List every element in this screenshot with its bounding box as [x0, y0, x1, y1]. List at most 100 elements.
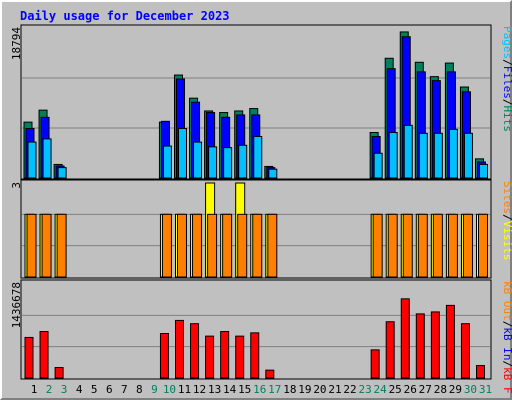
pages-bar-day-30 — [463, 132, 473, 179]
kbf-bar-day-1 — [24, 336, 34, 379]
pages-bar-day-31 — [479, 163, 488, 179]
x-label-day-20: 20 — [313, 383, 326, 396]
kbf-bar-day-14 — [220, 331, 230, 379]
x-label-day-10: 10 — [163, 383, 176, 396]
kbf-bar-day-30 — [460, 323, 470, 379]
x-label-day-16: 16 — [253, 383, 266, 396]
sites-bar-day-27 — [417, 213, 428, 278]
x-label-day-5: 5 — [91, 383, 98, 396]
kbytes-ymax-label: 1436678 — [10, 282, 23, 328]
x-label-day-26: 26 — [404, 383, 417, 396]
legend-kbin: kB In — [501, 327, 512, 360]
sites-bar-day-16 — [252, 213, 263, 278]
x-label-day-28: 28 — [434, 383, 447, 396]
sites-bar-day-14 — [222, 213, 233, 278]
x-axis-labels: 1 2 3 4 5 6 7 8 9 10 11 12 13 14 15 16 17 18 19 20 21 22 23 24 2… — [31, 383, 492, 396]
pages-bar-day-26 — [403, 124, 413, 179]
x-label-day-23: 23 — [358, 383, 371, 396]
kbf-bar-day-27 — [415, 313, 425, 379]
sites-bar-day-24 — [372, 213, 383, 278]
x-label-day-9: 9 — [151, 383, 158, 396]
visits-legend: Sites/Visits — [501, 181, 512, 261]
pages-bar-day-11 — [178, 128, 187, 179]
sites-bar-day-26 — [402, 213, 413, 278]
kbf-bar-day-15 — [235, 335, 245, 379]
pages-bar-day-24 — [373, 152, 383, 179]
x-label-day-15: 15 — [238, 383, 251, 396]
pages-bar-day-29 — [448, 128, 458, 179]
legend-files: Files — [501, 66, 512, 99]
hits-ymax-label: 18794 — [10, 27, 23, 60]
pages-bar-day-14 — [223, 147, 233, 179]
legend-kbf: kB F — [501, 367, 512, 394]
sites-bar-day-1 — [26, 213, 37, 278]
sites-bar-day-28 — [432, 213, 443, 278]
x-label-day-29: 29 — [449, 383, 462, 396]
kbf-bar-day-28 — [430, 311, 440, 379]
pages-bar-day-16 — [253, 135, 263, 179]
pages-bar-day-17 — [268, 168, 278, 179]
kbf-bar-day-29 — [445, 304, 455, 379]
x-label-day-25: 25 — [389, 383, 402, 396]
pages-bar-day-25 — [388, 132, 398, 179]
sites-bar-day-15 — [237, 213, 248, 278]
legend-sites: Sites — [501, 181, 512, 214]
x-label-day-11: 11 — [178, 383, 191, 396]
sites-bar-day-2 — [41, 213, 52, 278]
kbf-bar-day-11 — [175, 319, 184, 379]
sites-bar-day-13 — [207, 213, 218, 278]
sites-bar-day-29 — [447, 213, 458, 278]
pages-bar-day-15 — [238, 144, 248, 179]
sites-bar-day-11 — [177, 213, 187, 278]
x-label-day-3: 3 — [61, 383, 68, 396]
legend-kbout: kB Out — [501, 281, 512, 321]
x-label-day-19: 19 — [298, 383, 311, 396]
pages-bar-day-27 — [418, 132, 428, 179]
legend-visits: Visits — [501, 221, 512, 261]
pages-bar-day-13 — [208, 146, 218, 179]
sites-bar-day-25 — [387, 213, 398, 278]
pages-bar-day-28 — [433, 132, 443, 179]
pages-bar-day-1 — [27, 141, 37, 179]
legend-pages: Pages — [501, 26, 512, 59]
legend-hits: Hits — [501, 106, 512, 133]
pages-bar-day-10 — [162, 145, 172, 179]
sites-bar-day-31 — [478, 213, 488, 278]
kbf-bar-day-31 — [476, 365, 485, 379]
kbf-bar-day-10 — [159, 333, 169, 379]
sites-bar-day-17 — [267, 213, 278, 278]
visits-ymax-label: 3 — [10, 182, 23, 189]
sites-bar-day-10 — [161, 213, 172, 278]
x-label-day-1: 1 — [31, 383, 38, 396]
kbf-bar-day-24 — [370, 349, 380, 379]
kbf-bar-day-12 — [190, 323, 200, 379]
kbf-bar-day-13 — [205, 335, 215, 379]
x-label-day-8: 8 — [136, 383, 143, 396]
kbf-bar-day-26 — [400, 298, 410, 379]
x-label-day-4: 4 — [76, 383, 83, 396]
pages-bar-day-2 — [42, 138, 52, 179]
x-label-day-14: 14 — [223, 383, 237, 396]
sites-bar-day-3 — [56, 213, 67, 278]
kbf-bar-day-17 — [265, 369, 275, 379]
x-label-day-21: 21 — [328, 383, 341, 396]
x-label-day-30: 30 — [464, 383, 477, 396]
kbf-bar-day-16 — [250, 332, 260, 379]
kbf-bar-day-25 — [385, 321, 395, 379]
pages-bar-day-12 — [193, 141, 203, 179]
sites-bar-day-12 — [192, 213, 203, 278]
chart-title: Daily usage for December 2023 — [20, 9, 230, 23]
kbytes-legend: kB Out/kB In/kB F — [501, 281, 512, 394]
bars — [23, 31, 488, 379]
x-label-day-24: 24 — [374, 383, 388, 396]
x-label-day-18: 18 — [283, 383, 296, 396]
sites-bar-day-30 — [462, 213, 473, 278]
x-label-day-12: 12 — [193, 383, 206, 396]
x-label-day-13: 13 — [208, 383, 221, 396]
kbf-bar-day-3 — [54, 367, 64, 379]
x-label-day-22: 22 — [343, 383, 356, 396]
x-label-day-17: 17 — [268, 383, 281, 396]
x-label-day-27: 27 — [419, 383, 432, 396]
kbf-bar-day-2 — [39, 331, 49, 379]
